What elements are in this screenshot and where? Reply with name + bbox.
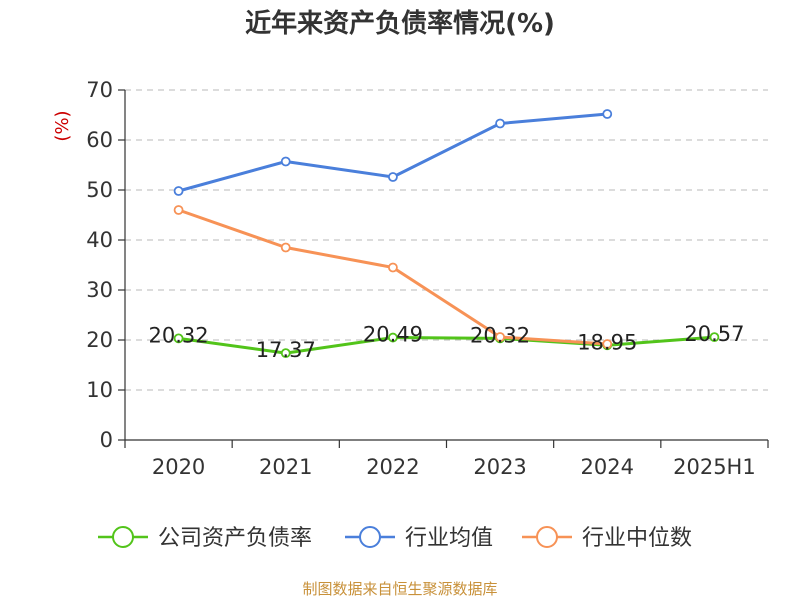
chart-title: 近年来资产负债率情况(%)	[245, 8, 555, 39]
data-label: 20.57	[684, 322, 744, 346]
x-tick-label: 2023	[473, 455, 526, 479]
series-line	[178, 335, 715, 355]
y-axis-unit-label: (%)	[52, 110, 73, 141]
data-label: 18.95	[577, 330, 637, 354]
data-point	[495, 118, 505, 129]
data-label: 20.32	[149, 323, 209, 347]
y-tick-label: 70	[86, 78, 113, 102]
y-tick-label: 50	[86, 178, 113, 202]
y-tick-label: 10	[86, 378, 113, 402]
data-point	[173, 186, 184, 196]
y-tick-label: 20	[86, 328, 113, 352]
y-tick-label: 60	[86, 128, 113, 152]
source-note: 制图数据来自恒生聚源数据库	[302, 580, 497, 598]
data-point	[280, 348, 291, 359]
legend-entry-label: 公司资产负债率	[158, 526, 312, 551]
data-label: 20.49	[363, 323, 423, 347]
legend-marker	[536, 526, 558, 548]
axes: 0 10 20 30 40 50 60 70 2020 2021 2022 2023 2024 2025H…	[86, 78, 769, 479]
data-point	[388, 332, 398, 343]
data-point	[173, 333, 184, 344]
data-point	[173, 205, 184, 215]
data-point	[388, 172, 398, 182]
grid	[125, 89, 768, 391]
data-point	[280, 242, 291, 253]
x-tick-label: 2022	[366, 455, 419, 479]
legend-marker	[359, 526, 381, 548]
data-point	[280, 156, 291, 167]
x-tick-label: 2025H1	[673, 455, 756, 479]
legend-marker	[112, 526, 134, 548]
y-tick-label: 0	[100, 428, 113, 452]
data-labels: 20.32 17.37 20.49 20.32 18.95 20.57	[149, 322, 745, 362]
legend-entry-label: 行业均值	[405, 526, 493, 551]
y-tick-label: 40	[86, 228, 113, 252]
data-point	[495, 332, 505, 342]
data-label: 17.37	[256, 338, 316, 362]
x-tick-label: 2020	[152, 455, 205, 479]
legend: 公司资产负债率 行业均值 行业中位数	[98, 526, 692, 551]
data-point	[709, 332, 720, 343]
data-point	[602, 339, 613, 349]
data-point	[602, 109, 613, 119]
series-lines	[173, 109, 720, 359]
legend-entry-label: 行业中位数	[582, 526, 692, 551]
y-tick-label: 30	[86, 278, 113, 302]
data-point	[388, 262, 398, 273]
x-tick-label: 2021	[259, 455, 312, 479]
data-label: 20.32	[470, 323, 530, 347]
x-tick-label: 2024	[581, 455, 634, 479]
